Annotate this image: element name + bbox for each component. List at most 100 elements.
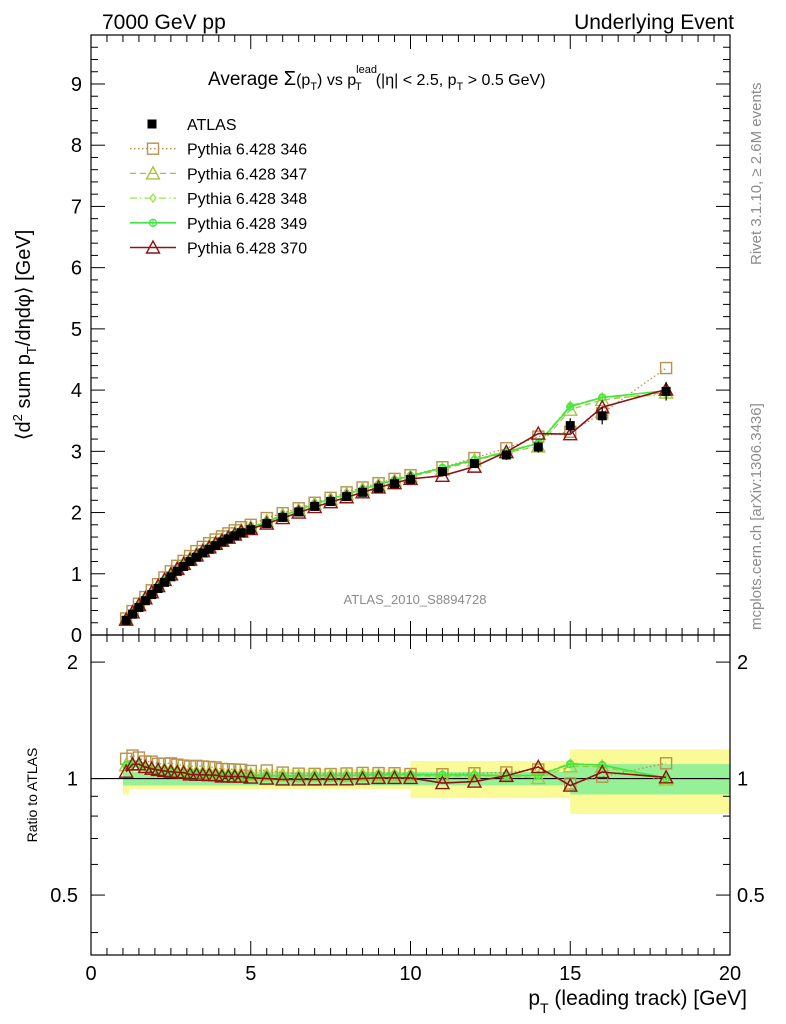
- ratio-series-5-point: [594, 764, 610, 779]
- legend-marker-2: [145, 165, 161, 180]
- x-tick-label: 5: [245, 963, 256, 985]
- data-point: [342, 492, 352, 502]
- data-point: [294, 507, 304, 517]
- x-tick-label: 15: [559, 963, 581, 985]
- ratio-series-5-point: [275, 771, 291, 786]
- legend-label-5: Pythia 6.428 370: [187, 241, 307, 258]
- data-point: [236, 528, 246, 538]
- ratio-series-layer: [118, 749, 674, 792]
- legend-label-3: Pythia 6.428 348: [187, 191, 307, 208]
- ratio-y-tick-label-right: 1: [737, 769, 748, 791]
- x-tick-label: 20: [719, 963, 741, 985]
- stat-band-3: [570, 764, 730, 795]
- ratio-series-5-point: [233, 768, 249, 783]
- ratio-series-5-point: [243, 769, 259, 784]
- ratio-series-5-point: [175, 764, 192, 779]
- data-point: [246, 525, 256, 535]
- title-end: > 0.5 GeV): [463, 72, 545, 89]
- series-line-5: [125, 388, 667, 621]
- ratio-series-5-point: [498, 767, 515, 782]
- legend: ATLAS Pythia 6.428 346 Pythia 6.428 347 Pyt…: [130, 117, 307, 258]
- data-point: [437, 467, 447, 477]
- legend-label-4: Pythia 6.428 349: [187, 216, 307, 233]
- data-point: [262, 519, 272, 529]
- y-tick-label: 0: [71, 625, 82, 647]
- data-point: [153, 583, 163, 593]
- x-tick-label: 0: [85, 963, 96, 985]
- ratio-plot-area: [122, 749, 730, 814]
- ratio-y-tick-label: 0.5: [50, 885, 78, 907]
- series-line-3: [125, 394, 667, 620]
- data-point: [134, 602, 144, 612]
- y-tick-label: 1: [71, 564, 82, 586]
- data-point: [140, 596, 150, 606]
- series-line-2: [125, 391, 667, 620]
- ratio-series-5-point: [118, 763, 134, 778]
- ratio-series-5-point: [402, 769, 419, 785]
- ratio-series-5-point: [562, 777, 578, 792]
- data-point: [223, 534, 233, 544]
- data-point: [179, 561, 189, 571]
- title-average: Average: [208, 69, 284, 90]
- y-tick-label: 3: [71, 441, 82, 463]
- title-pt: (p: [296, 72, 310, 89]
- data-point: [204, 544, 214, 554]
- ratio-series-5-point: [530, 758, 546, 774]
- ratio-series-5-point: [434, 775, 451, 790]
- ratio-series-3-point: [662, 776, 670, 787]
- data-point: [217, 537, 227, 547]
- legend-marker-3: [149, 193, 157, 204]
- ratio-y-tick-label: 2: [67, 652, 78, 674]
- ratio-y-tick-label: 1: [67, 769, 78, 791]
- data-point: [533, 442, 543, 452]
- data-point: [198, 548, 208, 558]
- title-close: ) vs p: [317, 72, 356, 89]
- data-point: [147, 590, 157, 600]
- y-tick-label: 6: [71, 258, 82, 280]
- title-eta-sub: T: [457, 81, 464, 93]
- main-frame: 0 1 2 3 4 5 6 7 8 9: [71, 34, 731, 647]
- side-labels: Rivet 3.1.10, ≥ 2.6M events mcplots.cern…: [748, 83, 765, 631]
- legend-label-2: Pythia 6.428 347: [187, 166, 307, 183]
- svg-text:⟨d2 sum pT/dηdφ⟩ [GeV]: ⟨d2 sum pT/dηdφ⟩ [GeV]: [10, 230, 39, 441]
- data-point: [159, 577, 169, 587]
- watermark: ATLAS_2010_S8894728: [344, 592, 487, 607]
- x-axis-label: pT (leading track) [GeV]: [528, 987, 747, 1016]
- ratio-series-5-point: [338, 771, 355, 786]
- data-point: [166, 572, 176, 582]
- ratio-y-tick-label-right: 0.5: [737, 885, 765, 907]
- data-point: [185, 557, 195, 567]
- svg-text:Ratio to ATLAS: Ratio to ATLAS: [24, 748, 40, 843]
- data-point: [374, 483, 384, 493]
- data-point: [310, 501, 320, 511]
- ratio-series-line-5: [125, 763, 667, 787]
- data-point: [565, 421, 575, 431]
- ratio-series-5-point: [354, 770, 371, 785]
- ratio-series-5-point: [370, 769, 387, 785]
- y-tick-label: 4: [71, 380, 82, 402]
- title-sigma: Σ: [284, 68, 296, 90]
- data-point: [661, 386, 671, 396]
- data-point: [128, 609, 138, 619]
- data-point: [278, 512, 288, 522]
- legend-marker-data: [147, 119, 157, 129]
- y-axis-label: ⟨d2 sum pT/dηdφ⟩ [GeV]: [10, 230, 39, 441]
- ratio-y-axis-label: Ratio to ATLAS: [24, 748, 40, 843]
- series-1-point: [659, 361, 673, 375]
- y-tick-label: 9: [71, 74, 82, 96]
- ratio-series-5-point: [322, 771, 339, 786]
- data-point: [172, 566, 182, 576]
- legend-label-1: Pythia 6.428 346: [187, 142, 307, 159]
- legend-label-0: ATLAS: [187, 117, 237, 134]
- ratio-series-1-point: [659, 757, 673, 770]
- header-left: 7000 GeV pp: [102, 11, 226, 34]
- ratio-series-5-point: [290, 771, 307, 786]
- rivet-label: Rivet 3.1.10, ≥ 2.6M events: [748, 83, 765, 266]
- data-point: [358, 487, 368, 497]
- mcplots-label: mcplots.cern.ch [arXiv:1306.3436]: [748, 403, 765, 630]
- x-tick-label: 10: [399, 963, 421, 985]
- data-point: [121, 615, 131, 625]
- data-point: [469, 459, 479, 469]
- data-point: [597, 411, 607, 421]
